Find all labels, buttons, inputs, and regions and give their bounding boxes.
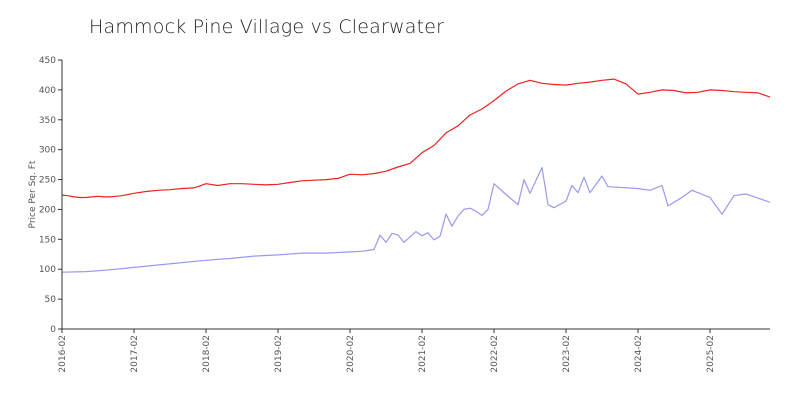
- y-tick-label: 300: [39, 146, 56, 156]
- series-line-1: [61, 78, 771, 199]
- x-tick-label: 2024-02: [634, 335, 644, 373]
- x-tick-label: 2016-02: [58, 335, 68, 373]
- x-tick-label: 2020-02: [346, 335, 356, 373]
- y-tick-label: 450: [39, 56, 56, 66]
- chart-title: Hammock Pine Village vs Clearwater: [89, 16, 445, 38]
- x-tick-label: 2019-02: [274, 335, 284, 373]
- x-tick-label: 2022-02: [490, 335, 500, 373]
- y-axis-title: Price Per Sq. Ft: [28, 160, 38, 228]
- y-tick-label: 400: [39, 86, 56, 96]
- x-tick-label: 2023-02: [562, 335, 572, 373]
- series-line-2: [61, 167, 771, 273]
- y-tick-label: 150: [39, 235, 56, 245]
- y-tick-label: 250: [39, 176, 56, 186]
- y-tick-label: 50: [45, 295, 57, 305]
- y-tick-label: 350: [39, 116, 56, 126]
- y-tick-label: 100: [39, 265, 56, 275]
- x-tick-label: 2025-02: [706, 335, 716, 373]
- x-tick-label: 2017-02: [130, 335, 140, 373]
- y-tick-label: 200: [39, 205, 56, 215]
- y-tick-label: 0: [50, 325, 56, 335]
- x-tick-label: 2018-02: [202, 335, 212, 373]
- axis-layer: 0 50 100 150 200 250 300 350 400 450 2016-02 2017-0…: [28, 56, 770, 373]
- series-layer: [61, 78, 771, 273]
- x-tick-label: 2021-02: [418, 335, 428, 373]
